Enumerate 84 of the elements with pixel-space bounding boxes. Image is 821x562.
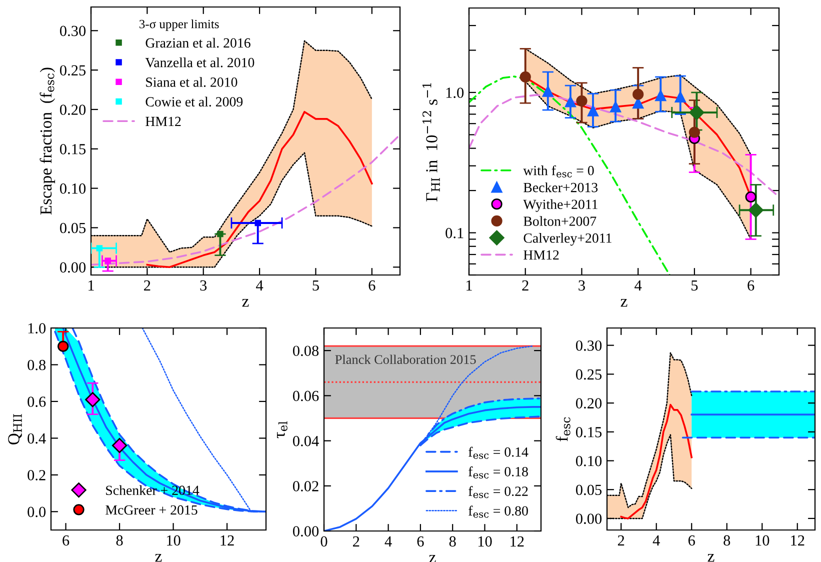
y-axis-title: f$_{esc}$	[556, 417, 570, 442]
x-tick-label: 4	[256, 280, 264, 290]
x-tick-label: 1	[466, 280, 472, 290]
y-tick-label: 0.10	[60, 183, 86, 194]
x-tick-label: 10	[478, 536, 492, 547]
y-tick-label: 0.08	[292, 346, 319, 356]
x-tick-label: 6	[417, 536, 424, 547]
x-axis-title: z	[242, 299, 249, 307]
legend-label: Grazian et al. 2016	[146, 38, 250, 48]
legend-label: Vanzella et al. 2010	[145, 57, 254, 68]
x-tick-label: 8	[449, 536, 456, 547]
legend-label: McGreer + 2015	[106, 505, 198, 515]
y-tick-label: 0.04	[292, 436, 319, 446]
x-tick-label: 5	[692, 280, 698, 291]
legend-label: f$_{esc}$ = 0.22	[468, 486, 528, 498]
x-tick-label: 8	[724, 535, 730, 546]
x-tick-label: 2	[522, 280, 528, 290]
x-tick-label: 6	[62, 535, 70, 546]
x-tick-label: 12	[220, 535, 234, 546]
y-tick-label: 0.20	[576, 398, 602, 409]
x-tick-label: 6	[748, 280, 754, 291]
legend-label: Becker+2013	[524, 182, 598, 192]
x-tick-label: 2	[618, 535, 624, 546]
y-tick-label: 0.05	[60, 222, 86, 234]
legend-label: with f$_{esc}$ = 0	[523, 165, 594, 178]
legend-label: f$_{esc}$ = 0.14	[468, 446, 528, 459]
x-tick-label: 3	[578, 280, 585, 291]
legend-label: Bolton+2007	[524, 216, 596, 226]
x-tick-label: 3	[200, 280, 207, 291]
x-tick-label: 4	[652, 535, 660, 546]
y-tick-label: 0.0	[28, 506, 46, 518]
x-tick-label: 4	[634, 280, 642, 290]
legend-label: Schenker + 2014	[106, 485, 200, 496]
y-tick-label: 0.25	[576, 369, 602, 380]
x-tick-label: 2	[353, 536, 360, 546]
x-tick-label: 6	[368, 280, 376, 291]
x-tick-label: 12	[510, 536, 524, 546]
x-axis-title: z	[155, 554, 162, 562]
y-tick-label: 0.4	[28, 433, 46, 444]
y-tick-label: 1.0	[446, 88, 464, 98]
y-tick-label: 0.15	[60, 144, 86, 154]
y-tick-label: 0.15	[576, 427, 602, 438]
x-tick-label: 12	[791, 535, 804, 546]
x-tick-label: 2	[144, 280, 150, 290]
y-tick-label: 0.00	[576, 514, 602, 524]
y-tick-label: 0.10	[576, 456, 602, 466]
y-tick-label: 0.05	[576, 484, 602, 496]
y-axis-title: Escape fraction (f$_{esc}$)	[40, 68, 56, 215]
y-tick-label: 0.1	[446, 228, 464, 238]
legend-label: HM12	[146, 116, 181, 126]
x-axis-title: z	[620, 299, 628, 307]
legend-label: Wyithe+2011	[523, 199, 598, 212]
legend-label: Cowie et al. 2009	[146, 96, 243, 107]
legend-title: 3-σ upper limits	[140, 20, 219, 31]
y-tick-label: 0.06	[292, 390, 319, 402]
x-tick-label: 1	[88, 280, 94, 290]
x-tick-label: 4	[384, 536, 392, 546]
y-axis-title: τ$_{el}$	[277, 421, 288, 438]
y-tick-label: 0.6	[28, 396, 46, 407]
legend-label: HM12	[524, 250, 559, 260]
legend-label: Calverley+2011	[524, 233, 612, 246]
y-tick-label: 0.25	[60, 65, 86, 76]
legend-label: f$_{esc}$ = 0.80	[468, 506, 528, 518]
x-tick-label: 5	[312, 280, 319, 291]
y-tick-label: 0.30	[60, 26, 86, 36]
y-tick-label: 0.00	[60, 262, 86, 273]
x-tick-label: 0	[320, 536, 328, 547]
y-axis-title: Γ$_{HI}$ in 10$^{−12}$ s$^{−1}$	[422, 83, 440, 202]
x-tick-label: 10	[756, 535, 770, 546]
band-label: Planck Collaboration 2015	[335, 354, 476, 364]
y-tick-label: 0.20	[60, 104, 86, 115]
y-tick-label: 1.0	[28, 323, 46, 334]
y-tick-label: 0.02	[292, 481, 318, 492]
legend-label: f$_{esc}$ = 0.18	[468, 466, 528, 479]
x-tick-label: 10	[166, 535, 180, 546]
x-tick-label: 6	[688, 535, 695, 546]
x-axis-title: z	[708, 554, 714, 562]
y-tick-label: 0.2	[28, 470, 46, 480]
y-tick-label: 0.30	[576, 340, 602, 351]
y-axis-title: Q$_{HII}$	[8, 414, 22, 444]
y-tick-label: 0.00	[292, 526, 319, 537]
y-tick-label: 0.8	[28, 360, 46, 370]
x-tick-label: 8	[116, 535, 123, 546]
legend-label: Siana et al. 2010	[146, 77, 238, 87]
